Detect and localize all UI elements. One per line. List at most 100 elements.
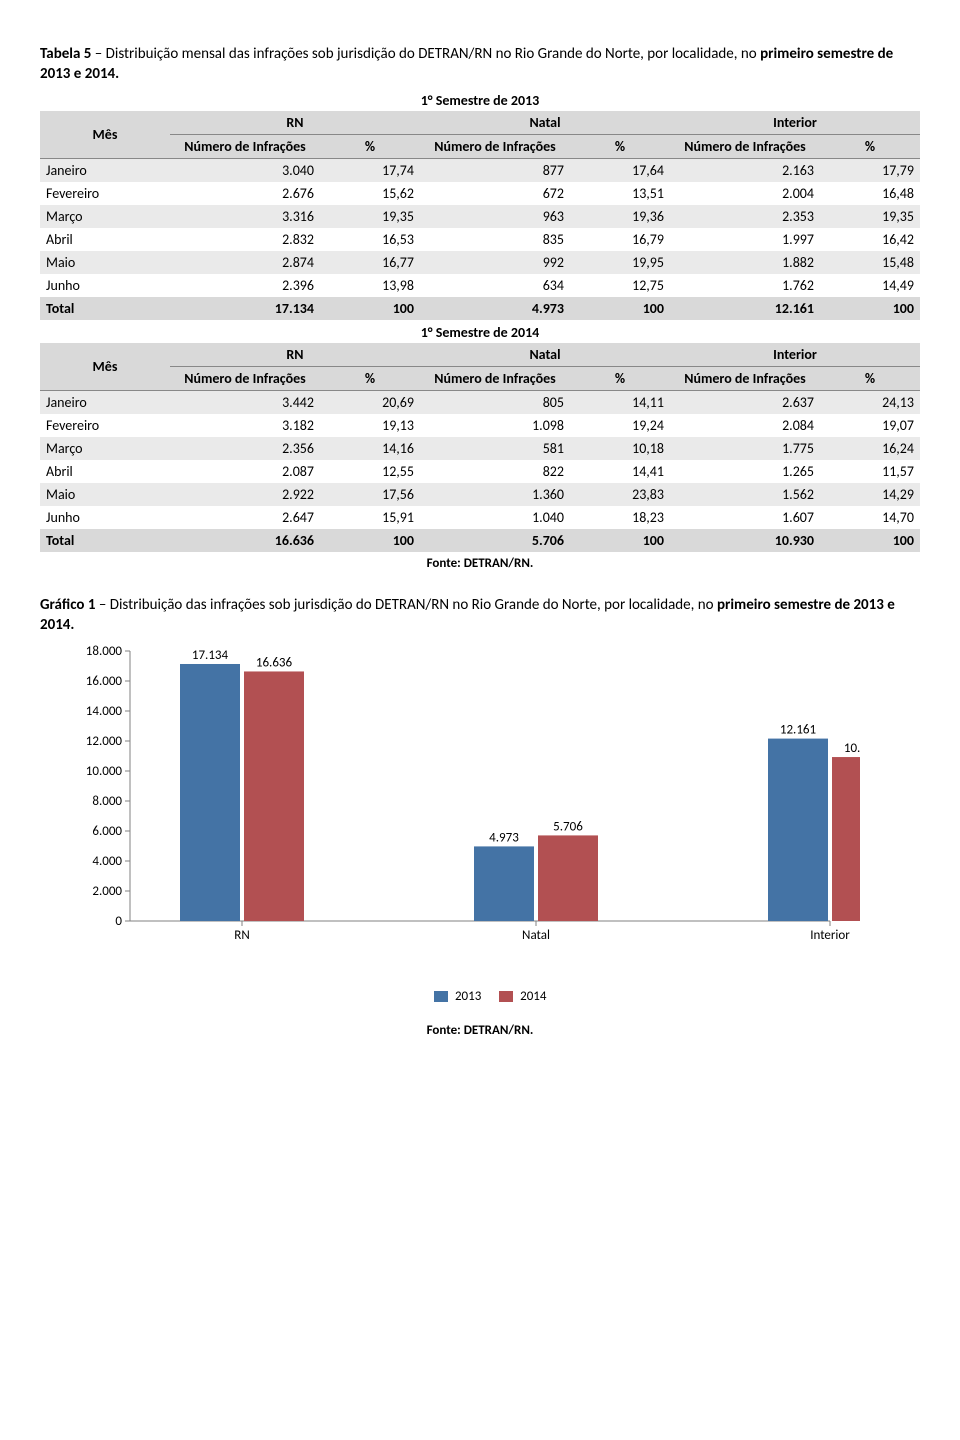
cell-rn-n: 17.134 bbox=[170, 297, 320, 320]
svg-text:Natal: Natal bbox=[522, 928, 550, 943]
svg-text:2.000: 2.000 bbox=[92, 884, 122, 899]
cell-rn-p: 20,69 bbox=[320, 391, 420, 415]
cell-natal-n: 4.973 bbox=[420, 297, 570, 320]
cell-interior-n: 1.265 bbox=[670, 460, 820, 483]
chart-legend: 2013 2014 bbox=[60, 987, 920, 1005]
table-row: Abril2.83216,5383516,791.99716,42 bbox=[40, 228, 920, 251]
cell-natal-p: 10,18 bbox=[570, 437, 670, 460]
grafico1-title: Gráfico 1 – Distribuição das infrações s… bbox=[40, 596, 920, 635]
table-row: Maio2.92217,561.36023,831.56214,29 bbox=[40, 483, 920, 506]
svg-text:RN: RN bbox=[234, 928, 249, 943]
hdr-num: Número de Infrações bbox=[170, 135, 320, 159]
cell-interior-n: 2.163 bbox=[670, 159, 820, 183]
cell-rn-n: 2.396 bbox=[170, 274, 320, 297]
cell-interior-p: 100 bbox=[820, 529, 920, 552]
hdr-pct: % bbox=[320, 367, 420, 391]
table-row: Fevereiro2.67615,6267213,512.00416,48 bbox=[40, 182, 920, 205]
cell-natal-p: 17,64 bbox=[570, 159, 670, 183]
cell-rn-p: 19,35 bbox=[320, 205, 420, 228]
cell-rn-n: 2.087 bbox=[170, 460, 320, 483]
cell-interior-p: 100 bbox=[820, 297, 920, 320]
table-row: Abril2.08712,5582214,411.26511,57 bbox=[40, 460, 920, 483]
cell-natal-n: 634 bbox=[420, 274, 570, 297]
cell-month: Total bbox=[40, 529, 170, 552]
cell-rn-p: 16,53 bbox=[320, 228, 420, 251]
cell-natal-n: 805 bbox=[420, 391, 570, 415]
cell-rn-n: 16.636 bbox=[170, 529, 320, 552]
cell-natal-p: 13,51 bbox=[570, 182, 670, 205]
cell-natal-p: 14,41 bbox=[570, 460, 670, 483]
cell-natal-n: 1.360 bbox=[420, 483, 570, 506]
bar bbox=[474, 846, 534, 921]
hdr-interior: Interior bbox=[670, 343, 920, 367]
semester-2014-caption: 1° Semestre de 2014 bbox=[40, 320, 920, 343]
table-row-total: Total17.1341004.97310012.161100 bbox=[40, 297, 920, 320]
cell-rn-n: 3.442 bbox=[170, 391, 320, 415]
cell-month: Junho bbox=[40, 506, 170, 529]
cell-rn-p: 100 bbox=[320, 297, 420, 320]
table5-title-mid: – Distribuição mensal das infrações sob … bbox=[91, 45, 760, 63]
hdr-num: Número de Infrações bbox=[670, 367, 820, 391]
cell-month: Fevereiro bbox=[40, 182, 170, 205]
cell-interior-n: 12.161 bbox=[670, 297, 820, 320]
cell-interior-p: 15,48 bbox=[820, 251, 920, 274]
cell-interior-p: 24,13 bbox=[820, 391, 920, 415]
cell-natal-p: 100 bbox=[570, 297, 670, 320]
hdr-interior: Interior bbox=[670, 111, 920, 135]
cell-rn-n: 2.922 bbox=[170, 483, 320, 506]
hdr-rn: RN bbox=[170, 343, 420, 367]
cell-natal-p: 23,83 bbox=[570, 483, 670, 506]
cell-month: Total bbox=[40, 297, 170, 320]
cell-rn-p: 13,98 bbox=[320, 274, 420, 297]
cell-interior-p: 17,79 bbox=[820, 159, 920, 183]
svg-text:Interior: Interior bbox=[810, 928, 850, 943]
cell-natal-n: 835 bbox=[420, 228, 570, 251]
table-row: Janeiro3.44220,6980514,112.63724,13 bbox=[40, 391, 920, 415]
cell-natal-p: 19,24 bbox=[570, 414, 670, 437]
cell-natal-n: 1.040 bbox=[420, 506, 570, 529]
table5-title-prefix: Tabela 5 bbox=[40, 45, 91, 63]
cell-month: Junho bbox=[40, 274, 170, 297]
hdr-pct: % bbox=[570, 367, 670, 391]
cell-month: Janeiro bbox=[40, 159, 170, 183]
cell-rn-n: 2.832 bbox=[170, 228, 320, 251]
cell-rn-n: 2.647 bbox=[170, 506, 320, 529]
cell-rn-p: 12,55 bbox=[320, 460, 420, 483]
cell-natal-n: 5.706 bbox=[420, 529, 570, 552]
cell-month: Abril bbox=[40, 460, 170, 483]
cell-natal-n: 877 bbox=[420, 159, 570, 183]
cell-rn-p: 14,16 bbox=[320, 437, 420, 460]
cell-rn-n: 3.040 bbox=[170, 159, 320, 183]
cell-month: Fevereiro bbox=[40, 414, 170, 437]
table-row: Março2.35614,1658110,181.77516,24 bbox=[40, 437, 920, 460]
cell-rn-n: 2.356 bbox=[170, 437, 320, 460]
table-row: Junho2.39613,9863412,751.76214,49 bbox=[40, 274, 920, 297]
hdr-mes: Mês bbox=[40, 111, 170, 159]
cell-natal-n: 963 bbox=[420, 205, 570, 228]
cell-interior-p: 14,70 bbox=[820, 506, 920, 529]
legend-label-2014: 2014 bbox=[520, 989, 546, 1004]
cell-rn-p: 17,56 bbox=[320, 483, 420, 506]
hdr-mes: Mês bbox=[40, 343, 170, 391]
cell-interior-n: 2.637 bbox=[670, 391, 820, 415]
svg-text:16.000: 16.000 bbox=[86, 674, 123, 689]
table-row: Maio2.87416,7799219,951.88215,48 bbox=[40, 251, 920, 274]
cell-interior-n: 1.762 bbox=[670, 274, 820, 297]
hdr-pct: % bbox=[820, 367, 920, 391]
svg-text:0: 0 bbox=[115, 914, 122, 929]
semester-2013-caption: 1° Semestre de 2013 bbox=[40, 88, 920, 111]
fonte-1: Fonte: DETRAN/RN. bbox=[40, 552, 920, 581]
cell-natal-p: 100 bbox=[570, 529, 670, 552]
svg-text:4.973: 4.973 bbox=[489, 830, 519, 845]
cell-rn-p: 19,13 bbox=[320, 414, 420, 437]
cell-interior-n: 10.930 bbox=[670, 529, 820, 552]
svg-text:4.000: 4.000 bbox=[92, 854, 122, 869]
cell-interior-p: 11,57 bbox=[820, 460, 920, 483]
cell-interior-n: 2.004 bbox=[670, 182, 820, 205]
hdr-rn: RN bbox=[170, 111, 420, 135]
cell-rn-n: 3.316 bbox=[170, 205, 320, 228]
svg-text:10.000: 10.000 bbox=[86, 764, 123, 779]
svg-text:16.636: 16.636 bbox=[256, 655, 293, 670]
cell-month: Janeiro bbox=[40, 391, 170, 415]
cell-natal-p: 12,75 bbox=[570, 274, 670, 297]
